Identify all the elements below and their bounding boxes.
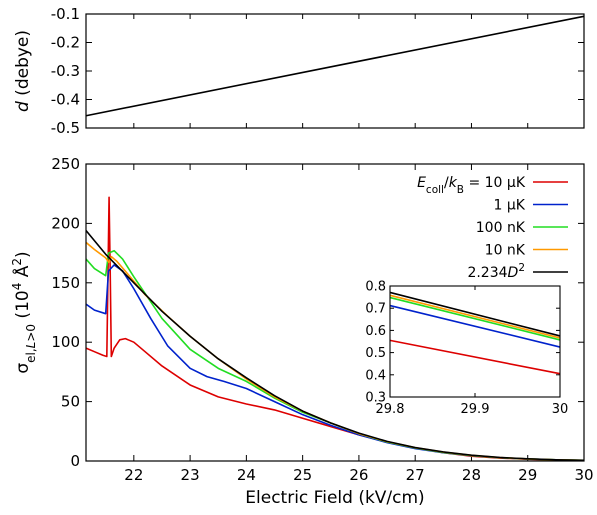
text-span: >0 (24, 324, 38, 342)
legend-label: 2.234D2 (467, 262, 525, 281)
text-span: coll (426, 184, 444, 196)
text-span: d (13, 101, 33, 112)
bottom-panel: 22 23 24 25 26 27 28 29 30050100150200250Ecoll/k… (10, 155, 594, 508)
x-tick-label: 27 (406, 466, 425, 484)
y-tick-label: -0.1 (51, 5, 80, 23)
x-tick-label: 24 (237, 466, 256, 484)
series-line (86, 230, 584, 461)
series-line (389, 294, 561, 339)
x-tick-label: 26 (349, 466, 368, 484)
inset-panel: 29.8 29.9 30 0.3 0.4 0.5 0.6 0.7 0.8 (365, 280, 568, 418)
text-span: 1 µK (494, 198, 526, 214)
y-tick-label: 50 (61, 393, 80, 411)
series-line (85, 15, 585, 117)
inset-frame (389, 285, 561, 398)
text-span: (10 (13, 290, 33, 324)
text-span: 2 (518, 262, 525, 274)
series-line (389, 339, 561, 375)
text-span: = 10 µK (464, 175, 526, 191)
legend: Ecoll/kB = 10 µK 1 µK 100 nK 10 nK 2.234D2 (417, 175, 568, 281)
y-tick-label: 0.3 (365, 391, 386, 406)
legend-label: 10 nK (485, 243, 526, 259)
top-panel: -0.5 -0.4 -0.3 -0.2 -0.1 d (debye) (13, 5, 585, 137)
y-tick-label: -0.4 (51, 91, 80, 109)
x-tick-label: 22 (124, 466, 143, 484)
series-line (389, 304, 561, 348)
y-tick-label: -0.3 (51, 62, 80, 80)
text-span: D (508, 265, 519, 281)
y-axis-title: σel,L>0 (104 Å2) (10, 251, 38, 373)
text-span: / (444, 175, 449, 191)
text-span: 4 (10, 283, 24, 291)
y-tick-label: -0.2 (51, 34, 80, 52)
x-tick-label: 29.9 (461, 402, 490, 417)
text-span: Å (11, 265, 33, 282)
text-span: 10 nK (485, 243, 526, 259)
text-span: 100 nK (476, 220, 526, 236)
x-tick-label: 30 (552, 402, 569, 417)
y-tick-label: 0.4 (365, 368, 386, 383)
text-span: 2.234 (467, 265, 507, 281)
x-tick-label: 28 (462, 466, 481, 484)
y-tick-label: -0.5 (51, 119, 80, 137)
series-line (389, 296, 561, 341)
x-tick-label: 25 (293, 466, 312, 484)
x-tick-label: 23 (181, 466, 200, 484)
text-span: σ (13, 363, 33, 374)
y-tick-label: 0.7 (365, 302, 386, 317)
series-group (86, 196, 584, 461)
y-axis-title: d (debye) (13, 30, 33, 112)
legend-label: 100 nK (476, 220, 526, 236)
y-tick-label: 0.5 (365, 346, 386, 361)
text-span: k (449, 175, 458, 191)
y-tick-label: 150 (51, 274, 80, 292)
y-tick-label: 0.8 (365, 280, 386, 295)
text-span: B (457, 184, 464, 196)
text-span: 2 (10, 258, 24, 266)
x-tick-label: 30 (574, 466, 593, 484)
plot-frame (85, 13, 585, 129)
x-axis-title: Electric Field (kV/cm) (245, 488, 424, 508)
legend-label: 1 µK (494, 198, 526, 214)
y-tick-label: 100 (51, 333, 80, 351)
y-tick-label: 0 (70, 452, 80, 470)
series-line (389, 291, 561, 337)
text-span: ) (13, 251, 33, 258)
text-span: E (417, 175, 426, 191)
text-span: (debye) (13, 30, 33, 101)
text-span: L (24, 342, 38, 349)
plot-frame (85, 163, 585, 462)
y-tick-label: 250 (51, 155, 80, 173)
y-tick-label: 0.6 (365, 324, 386, 339)
legend-label: Ecoll/kB = 10 µK (417, 175, 526, 196)
text-span: el, (24, 348, 38, 363)
x-tick-label: 29 (518, 466, 537, 484)
y-tick-label: 200 (51, 214, 80, 232)
x-tick-label: 29.8 (376, 402, 405, 417)
